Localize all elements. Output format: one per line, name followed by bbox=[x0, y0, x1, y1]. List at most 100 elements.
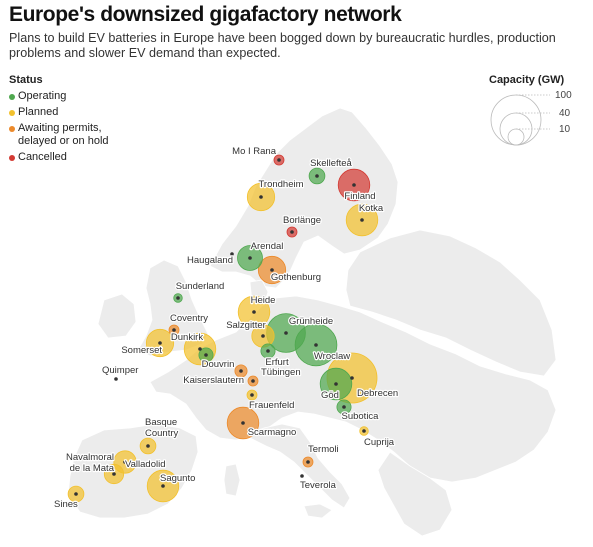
legend-label: Planned bbox=[18, 106, 59, 118]
site-dot-haugaland bbox=[230, 252, 234, 256]
legend-label: Cancelled bbox=[18, 151, 67, 163]
site-dot-god bbox=[334, 382, 338, 386]
site-dot-grunheide bbox=[284, 331, 288, 335]
site-label-salzgitter: Salzgitter bbox=[226, 320, 266, 331]
site-label-teverola: Teverola bbox=[300, 480, 337, 491]
site-label-coventry: Coventry bbox=[170, 313, 208, 324]
capacity-circle-100 bbox=[490, 94, 542, 146]
site-label-kotka: Kotka bbox=[359, 203, 384, 214]
site-label-sines: Sines bbox=[54, 499, 78, 510]
site-dot-finland bbox=[352, 183, 356, 187]
site-dot-kotka bbox=[360, 218, 364, 222]
site-label-basque-country: Basque Country bbox=[145, 417, 179, 439]
site-dot-scarmagno bbox=[241, 421, 245, 425]
site-label-haugaland: Haugaland bbox=[187, 255, 233, 266]
site-label-trondheim: Trondheim bbox=[258, 179, 303, 190]
site-dot-arendal bbox=[248, 256, 252, 260]
site-dot-borlange bbox=[290, 230, 294, 234]
site-dot-termoli bbox=[306, 460, 310, 464]
status-legend: Status Operating Planned Awaiting permit… bbox=[9, 74, 118, 167]
site-dot-skelleftea bbox=[315, 174, 319, 178]
land-sicily bbox=[303, 503, 333, 519]
site-label-navalmoral-de-la-mata: Navalmoral de la Mata bbox=[66, 452, 115, 474]
site-dot-tubingen bbox=[251, 379, 255, 383]
site-dot-valladolid bbox=[123, 460, 127, 464]
capacity-value: 10 bbox=[559, 124, 571, 135]
site-label-kaiserslautern: Kaiserslautern bbox=[183, 375, 244, 386]
site-dot-sines bbox=[74, 492, 78, 496]
land-scandinavia bbox=[209, 107, 399, 289]
status-legend-title: Status bbox=[9, 74, 43, 86]
site-dot-frauenfeld bbox=[250, 393, 254, 397]
site-dot-mo-i-rana bbox=[277, 158, 281, 162]
site-dot-wroclaw bbox=[314, 343, 318, 347]
cancelled-swatch bbox=[9, 154, 15, 161]
operating-swatch bbox=[9, 93, 15, 100]
site-label-god: Göd bbox=[321, 390, 339, 401]
legend-item-cancelled: Cancelled bbox=[9, 151, 118, 164]
site-label-wroclaw: Wroclaw bbox=[314, 351, 350, 362]
site-label-grunheide: Grünheide bbox=[289, 316, 333, 327]
site-dot-erfurt bbox=[266, 349, 270, 353]
chart-subtitle: Plans to build EV batteries in Europe ha… bbox=[9, 31, 556, 60]
chart-title: Europe's downsized gigafactory network bbox=[9, 3, 402, 26]
site-dot-quimper bbox=[114, 377, 118, 381]
site-dot-salzgitter bbox=[261, 334, 265, 338]
capacity-legend: Capacity (GW) 100 40 10 bbox=[486, 74, 586, 154]
site-label-termoli: Termoli bbox=[308, 444, 339, 455]
planned-swatch bbox=[9, 109, 15, 116]
site-label-scarmagno: Scarmagno bbox=[248, 427, 297, 438]
site-dot-coventry bbox=[172, 328, 176, 332]
site-label-douvrin: Douvrin bbox=[202, 359, 235, 370]
site-dot-teverola bbox=[300, 474, 304, 478]
site-dot-navalmoral-de-la-mata bbox=[112, 472, 116, 476]
site-dot-cuprija bbox=[362, 429, 366, 433]
site-dot-douvrin bbox=[204, 353, 208, 357]
site-dot-trondheim bbox=[259, 195, 263, 199]
site-dot-sunderland bbox=[176, 296, 180, 300]
land-italy bbox=[245, 423, 351, 509]
site-label-valladolid: Valladolid bbox=[125, 459, 166, 470]
site-label-sagunto: Sagunto bbox=[160, 473, 195, 484]
site-dot-somerset bbox=[158, 341, 162, 345]
site-label-heide: Heide bbox=[251, 295, 276, 306]
site-label-erfurt: Erfurt bbox=[265, 357, 289, 368]
capacity-legend-title: Capacity (GW) bbox=[489, 74, 565, 86]
site-label-skelleftea: Skellefteå bbox=[310, 158, 352, 169]
site-label-mo-i-rana: Mo I Rana bbox=[232, 146, 277, 157]
land-baltic-east bbox=[345, 229, 557, 377]
legend-label: Operating bbox=[18, 90, 67, 102]
site-label-frauenfeld: Frauenfeld bbox=[249, 400, 294, 411]
site-dot-dunkirk bbox=[198, 347, 202, 351]
site-label-gothenburg: Gothenburg bbox=[271, 272, 321, 283]
site-label-tubingen: Tübingen bbox=[261, 367, 301, 378]
site-label-borlange: Borlänge bbox=[283, 215, 321, 226]
site-label-quimper: Quimper bbox=[102, 365, 138, 376]
land-sardinia bbox=[223, 463, 241, 497]
capacity-circles: 100 40 10 bbox=[490, 90, 572, 146]
site-label-arendal: Arendal bbox=[251, 241, 284, 252]
site-label-subotica: Subotica bbox=[342, 411, 380, 422]
site-dot-kaiserslautern bbox=[239, 369, 243, 373]
legend-item-delayed: Awaiting permits, delayed or on hold bbox=[9, 122, 118, 148]
capacity-circle-10 bbox=[507, 128, 525, 146]
legend-item-planned: Planned bbox=[9, 106, 118, 119]
capacity-value: 100 bbox=[555, 90, 572, 101]
delayed-swatch bbox=[9, 125, 15, 132]
site-label-sunderland: Sunderland bbox=[176, 281, 225, 292]
legend-item-operating: Operating bbox=[9, 90, 118, 103]
site-label-cuprija: Cuprija bbox=[364, 437, 395, 448]
capacity-value: 40 bbox=[559, 108, 571, 119]
site-label-dunkirk: Dunkirk bbox=[171, 332, 203, 343]
land-balkans bbox=[377, 451, 453, 537]
site-dot-sagunto bbox=[161, 484, 165, 488]
land-ireland bbox=[97, 293, 137, 339]
legend-label: Awaiting permits, delayed or on hold bbox=[18, 122, 109, 147]
site-dot-basque-country bbox=[146, 444, 150, 448]
site-label-somerset: Somerset bbox=[121, 345, 162, 356]
site-dot-debrecen bbox=[350, 376, 354, 380]
site-label-finland: Finland bbox=[344, 191, 375, 202]
site-dot-heide bbox=[252, 310, 256, 314]
